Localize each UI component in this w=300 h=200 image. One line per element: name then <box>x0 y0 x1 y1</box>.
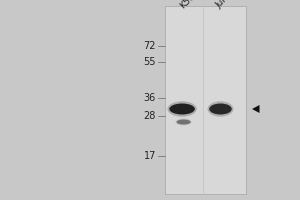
Text: K562: K562 <box>178 0 201 10</box>
Polygon shape <box>252 105 260 113</box>
Bar <box>165 6 246 194</box>
Ellipse shape <box>177 119 190 124</box>
Text: 28: 28 <box>144 111 156 121</box>
Ellipse shape <box>176 118 192 126</box>
Text: 55: 55 <box>143 57 156 67</box>
Text: 36: 36 <box>144 93 156 103</box>
Text: Jurkat: Jurkat <box>214 0 239 10</box>
Ellipse shape <box>169 104 195 114</box>
Text: 17: 17 <box>144 151 156 161</box>
Ellipse shape <box>208 101 233 117</box>
Ellipse shape <box>209 104 232 114</box>
Ellipse shape <box>167 101 197 117</box>
Text: 72: 72 <box>143 41 156 51</box>
